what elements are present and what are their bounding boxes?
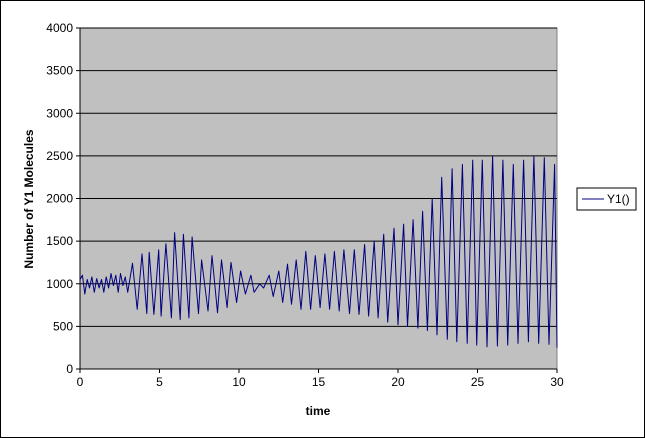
series-group [79,155,558,348]
y-tick-label-2500: 2500 [46,149,73,163]
legend-label: Y1() [607,192,630,206]
y-tick-label-500: 500 [53,319,73,333]
x-tick-label-15: 15 [312,375,326,389]
x-tick-label-5: 5 [156,375,163,389]
y-tick-label-3500: 3500 [46,64,73,78]
x-tick-label-0: 0 [77,375,84,389]
y-tick-label-1000: 1000 [46,277,73,291]
y-tick-label-2000: 2000 [46,192,73,206]
y-tick-label-1500: 1500 [46,234,73,248]
series-line-0 [79,155,558,348]
x-tick-label-10: 10 [232,375,246,389]
x-tick-label-25: 25 [471,375,485,389]
x-axis-ticks: 0 5 10 15 20 25 30 [77,369,564,389]
y-tick-label-4000: 4000 [46,21,73,35]
x-axis-title: time [306,404,331,418]
legend: Y1() [576,187,637,211]
x-tick-label-20: 20 [391,375,405,389]
x-tick-label-30: 30 [550,375,564,389]
y-axis-ticks: 0 500 1000 1500 2000 2500 3000 3500 4000 [46,21,80,376]
legend-box [576,187,637,211]
y-tick-label-3000: 3000 [46,106,73,120]
y-axis-title: Number of Y1 Molecules [22,129,36,268]
y-tick-label-0: 0 [66,362,73,376]
